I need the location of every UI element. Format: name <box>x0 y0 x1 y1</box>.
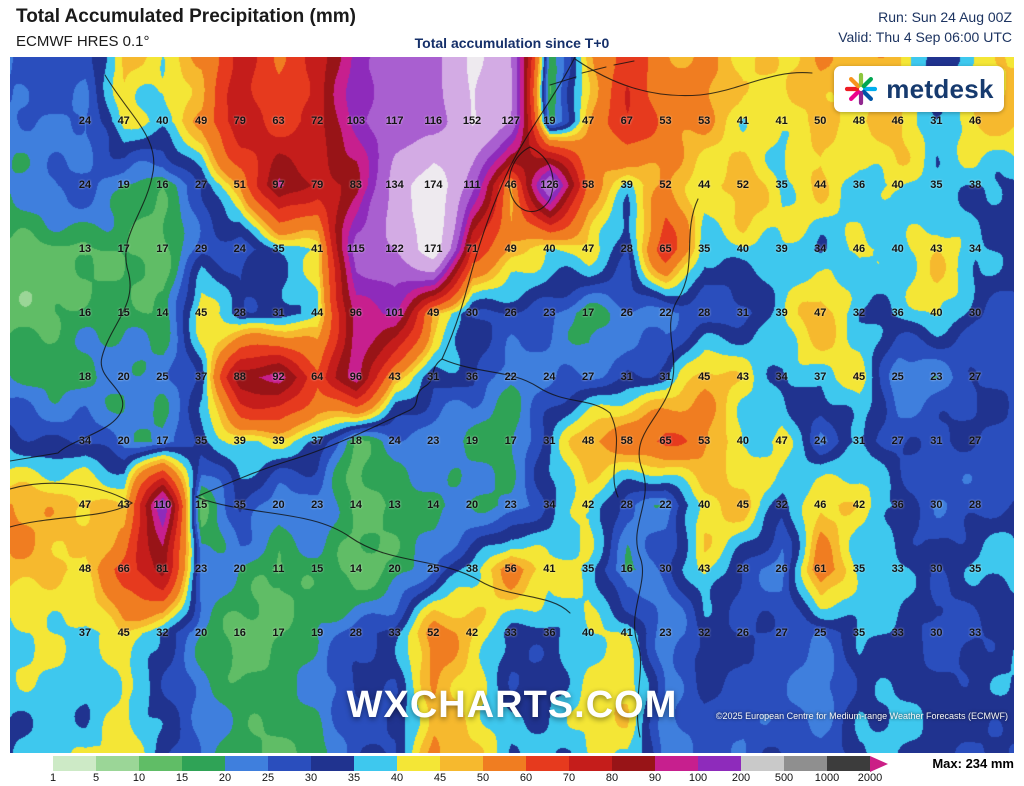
color-scale-bar <box>10 755 888 772</box>
metdesk-logo-text: metdesk <box>886 73 994 104</box>
weather-map: 24 47 40 49 79 63 72 103 117 116 152 127 19 47 67 53 53 4… <box>10 57 1014 753</box>
scale-segment <box>96 756 139 771</box>
scale-tick-label: 70 <box>562 772 576 784</box>
scale-segment <box>698 756 741 771</box>
wxcharts-watermark: WXCHARTS.COM <box>346 684 678 726</box>
scale-segment <box>10 756 53 771</box>
scale-segment <box>225 756 268 771</box>
run-label: Run: Sun 24 Aug 00Z <box>878 9 1012 25</box>
model-label: ECMWF HRES 0.1° <box>16 33 150 50</box>
scale-segment <box>311 756 354 771</box>
scale-tick-label: 1 <box>49 772 57 784</box>
scale-tick-label: 20 <box>218 772 232 784</box>
scale-segment <box>526 756 569 771</box>
scale-tick-label: 2000 <box>857 772 883 784</box>
max-value-label: Max: 234 mm <box>932 756 1014 771</box>
scale-tick-label: 40 <box>390 772 404 784</box>
scale-tick-label: 1000 <box>814 772 840 784</box>
scale-segment <box>784 756 827 771</box>
scale-segment <box>569 756 612 771</box>
color-scale: 1 5 10 15 20 25 30 35 40 45 50 60 70 80 90 100 200 500 100… <box>0 753 1024 786</box>
page-title: Total Accumulated Precipitation (mm) <box>16 6 356 27</box>
scale-segment <box>741 756 784 771</box>
scale-tick-label: 80 <box>605 772 619 784</box>
scale-arrow <box>870 755 888 772</box>
scale-segment <box>182 756 225 771</box>
valid-label: Valid: Thu 4 Sep 06:00 UTC <box>838 29 1012 45</box>
copyright-notice: ©2025 European Centre for Medium-range W… <box>715 711 1008 721</box>
scale-tick-label: 15 <box>175 772 189 784</box>
scale-segment <box>827 756 870 771</box>
accumulation-subtitle: Total accumulation since T+0 <box>414 35 610 51</box>
scale-tick-label: 25 <box>261 772 275 784</box>
scale-tick-label: 30 <box>304 772 318 784</box>
scale-tick-label: 200 <box>731 772 751 784</box>
header: Total Accumulated Precipitation (mm) ECM… <box>0 0 1024 57</box>
scale-segment <box>612 756 655 771</box>
scale-tick-label: 90 <box>648 772 662 784</box>
scale-segment <box>354 756 397 771</box>
scale-segment <box>397 756 440 771</box>
run-valid-info: Run: Sun 24 Aug 00Z Valid: Thu 4 Sep 06:… <box>838 7 1012 47</box>
color-scale-labels: 1 5 10 15 20 25 30 35 40 45 50 60 70 80 90 100 200 500 100… <box>10 753 890 786</box>
scale-tick-label: 100 <box>688 772 708 784</box>
scale-tick-label: 5 <box>92 772 100 784</box>
precip-field-canvas <box>10 57 1014 753</box>
scale-segment <box>483 756 526 771</box>
scale-segment <box>440 756 483 771</box>
scale-segment <box>268 756 311 771</box>
scale-tick-label: 10 <box>132 772 146 784</box>
metdesk-starburst-icon <box>845 72 878 106</box>
scale-tick-label: 45 <box>433 772 447 784</box>
scale-segment <box>53 756 96 771</box>
scale-segment <box>655 756 698 771</box>
metdesk-logo: metdesk <box>834 66 1004 112</box>
scale-tick-label: 60 <box>519 772 533 784</box>
scale-tick-label: 50 <box>476 772 490 784</box>
scale-tick-label: 500 <box>774 772 794 784</box>
scale-segment <box>139 756 182 771</box>
scale-tick-label: 35 <box>347 772 361 784</box>
